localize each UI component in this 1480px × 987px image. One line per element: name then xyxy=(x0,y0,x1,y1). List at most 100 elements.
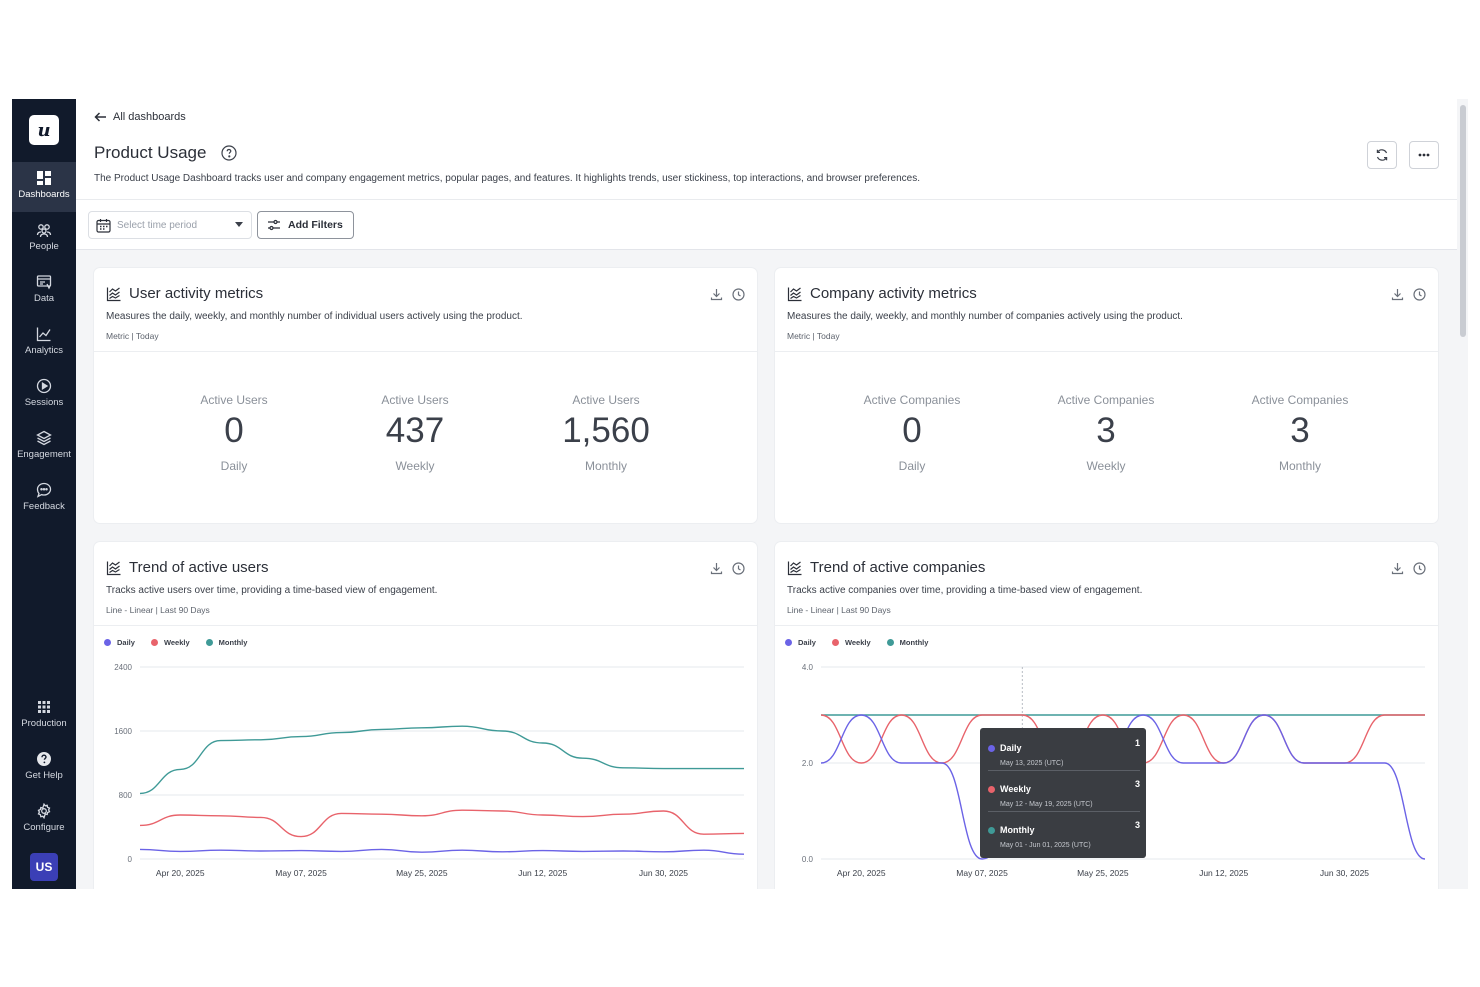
metric-daily-users: Active Users 0 Daily xyxy=(144,393,324,473)
sidebar-item-label: Get Help xyxy=(25,770,63,781)
app-logo[interactable]: u xyxy=(29,115,59,145)
legend-swatch xyxy=(150,639,158,646)
metric-weekly-users: Active Users 437 Weekly xyxy=(325,393,505,473)
question-icon[interactable] xyxy=(221,145,237,161)
card-meta: Line - Linear | Last 90 Days xyxy=(106,605,210,615)
metric-value: 3 xyxy=(1096,411,1116,450)
legend-swatch xyxy=(785,639,792,646)
legend-label: Monthly xyxy=(218,638,248,647)
sidebar-item-get-help[interactable]: Get Help xyxy=(12,743,76,793)
user-avatar[interactable]: US xyxy=(30,853,58,881)
y-tick-label: 1600 xyxy=(114,727,132,736)
time-period-placeholder: Select time period xyxy=(117,219,198,231)
download-icon[interactable] xyxy=(710,288,723,301)
card-title: User activity metrics xyxy=(129,285,264,302)
legend-item-weekly[interactable]: Weekly xyxy=(831,638,871,647)
sidebar-item-production[interactable]: Production xyxy=(12,691,76,741)
metric-value: 0 xyxy=(902,411,922,450)
legend-swatch xyxy=(831,639,839,646)
clock-icon[interactable] xyxy=(1413,562,1426,575)
legend-item-weekly[interactable]: Weekly xyxy=(150,638,190,647)
dashboard-header: All dashboards Product Usage The Product… xyxy=(76,99,1457,250)
clock-icon[interactable] xyxy=(1413,288,1426,301)
tooltip-swatch xyxy=(988,826,995,834)
people-icon xyxy=(36,224,52,238)
x-tick-label: Apr 20, 2025 xyxy=(837,868,886,878)
card-description: Tracks active companies over time, provi… xyxy=(787,585,1143,596)
metric-period: Monthly xyxy=(584,459,628,473)
sidebar-item-label: Production xyxy=(21,718,67,729)
sidebar-item-configure[interactable]: Configure xyxy=(12,795,76,845)
series-line-monthly[interactable] xyxy=(139,725,744,795)
ellipsis-icon xyxy=(1418,153,1430,157)
sidebar: u Dashboards People Data Analy xyxy=(12,99,76,889)
series-line-daily[interactable] xyxy=(139,848,745,855)
tooltip-value: 3 xyxy=(1134,820,1140,830)
metric-label: Active Companies xyxy=(1057,393,1155,407)
tooltip-date: May 01 - Jun 01, 2025 (UTC) xyxy=(1000,842,1091,849)
grid-icon xyxy=(38,701,50,713)
x-tick-label: Jun 12, 2025 xyxy=(518,868,567,878)
legend-item-daily[interactable]: Daily xyxy=(104,638,135,647)
legend-swatch xyxy=(205,639,213,646)
legend-swatch xyxy=(886,639,894,646)
page-title: Product Usage xyxy=(94,143,207,162)
more-options-button[interactable] xyxy=(1409,141,1439,169)
x-tick-label: Jun 30, 2025 xyxy=(639,868,688,878)
trend-active-users-card: Trend of active users Tracks active user… xyxy=(94,542,757,889)
sidebar-item-data[interactable]: Data xyxy=(12,266,76,316)
tooltip-swatch xyxy=(988,785,995,793)
download-icon[interactable] xyxy=(1391,562,1404,575)
sidebar-item-dashboards[interactable]: Dashboards xyxy=(12,162,76,212)
tooltip-series-name: Daily xyxy=(1000,743,1022,753)
time-period-select[interactable]: Select time period xyxy=(88,211,252,239)
sidebar-item-label: Data xyxy=(33,293,55,304)
tooltip-row-weekly: Weekly 3 May 12 - May 19, 2025 (UTC) xyxy=(988,779,1140,808)
main-content: All dashboards Product Usage The Product… xyxy=(76,99,1457,889)
metric-period: Weekly xyxy=(395,459,435,473)
download-icon[interactable] xyxy=(710,562,723,575)
sidebar-item-people[interactable]: People xyxy=(12,214,76,264)
card-description: Measures the daily, weekly, and monthly … xyxy=(787,311,1183,322)
x-tick-label: Apr 20, 2025 xyxy=(156,868,205,878)
sessions-icon xyxy=(36,378,52,394)
download-icon[interactable] xyxy=(1391,288,1404,301)
sidebar-item-feedback[interactable]: Feedback xyxy=(12,474,76,524)
chart-legend: Daily Weekly Monthly xyxy=(785,638,928,647)
tooltip-row-monthly: Monthly 3 May 01 - Jun 01, 2025 (UTC) xyxy=(988,820,1140,849)
tooltip-row-daily: Daily 1 May 13, 2025 (UTC) xyxy=(988,738,1140,767)
calendar-icon xyxy=(96,218,111,233)
y-tick-label: 2400 xyxy=(114,663,132,672)
sidebar-item-engagement[interactable]: Engagement xyxy=(12,422,76,472)
legend-item-monthly[interactable]: Monthly xyxy=(886,638,928,647)
tooltip-divider xyxy=(988,770,1140,771)
metric-monthly-companies: Active Companies 3 Monthly xyxy=(1210,393,1390,473)
metric-value: 437 xyxy=(385,411,445,450)
sidebar-item-label: Dashboards xyxy=(18,189,70,200)
tooltip-series-name: Weekly xyxy=(1000,784,1031,794)
clock-icon[interactable] xyxy=(732,562,745,575)
tooltip-date: May 13, 2025 (UTC) xyxy=(1000,760,1064,767)
legend-item-monthly[interactable]: Monthly xyxy=(205,638,248,647)
card-meta: Line - Linear | Last 90 Days xyxy=(787,605,891,615)
sidebar-item-label: Analytics xyxy=(24,345,63,356)
legend-item-daily[interactable]: Daily xyxy=(785,638,816,647)
metric-daily-companies: Active Companies 0 Daily xyxy=(822,393,1002,473)
sidebar-item-sessions[interactable]: Sessions xyxy=(12,370,76,420)
sidebar-item-analytics[interactable]: Analytics xyxy=(12,318,76,368)
clock-icon[interactable] xyxy=(732,288,745,301)
metric-period: Weekly xyxy=(1086,459,1126,473)
page-scrollbar[interactable] xyxy=(1459,99,1467,889)
metric-label: Active Companies xyxy=(863,393,961,407)
series-line-weekly[interactable] xyxy=(139,809,745,838)
x-tick-label: May 25, 2025 xyxy=(396,868,448,878)
gear-icon xyxy=(37,803,51,819)
header-divider xyxy=(76,199,1457,200)
tooltip-value: 1 xyxy=(1134,738,1140,748)
y-tick-label: 800 xyxy=(119,791,133,800)
add-filters-button[interactable]: Add Filters xyxy=(257,211,354,239)
refresh-button[interactable] xyxy=(1367,141,1397,169)
y-tick-label: 0.0 xyxy=(802,855,814,864)
scrollbar-thumb[interactable] xyxy=(1460,105,1466,337)
back-link[interactable]: All dashboards xyxy=(94,111,186,123)
